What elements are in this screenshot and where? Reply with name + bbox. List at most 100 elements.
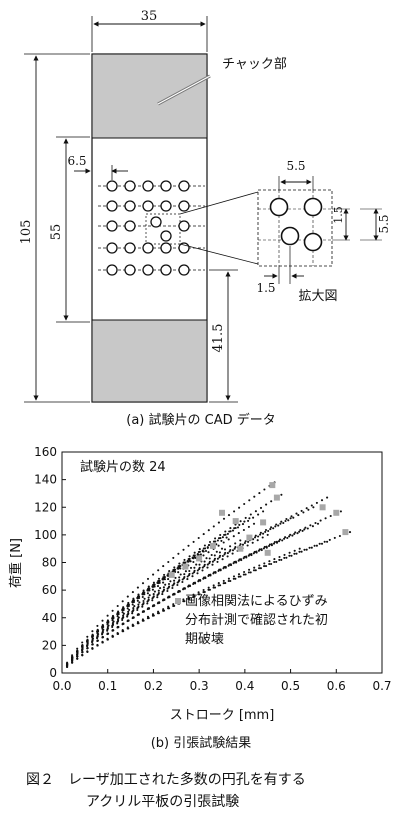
curve-point	[142, 589, 145, 592]
curve-point	[233, 510, 236, 513]
failure-marker	[342, 529, 349, 536]
curve-point	[117, 611, 120, 614]
curve-point	[229, 563, 232, 566]
curve-point	[242, 528, 245, 532]
failure-marker	[264, 549, 271, 556]
curve-point	[227, 538, 230, 541]
curve-point	[116, 626, 119, 629]
curve-point	[96, 629, 100, 632]
curve-point	[298, 547, 301, 550]
curve-point	[127, 603, 130, 606]
curve-point	[196, 572, 199, 575]
curve-point	[308, 546, 311, 549]
curve-point	[167, 560, 170, 564]
curve-point	[295, 552, 298, 555]
curve-point	[289, 533, 292, 536]
curve-point	[183, 600, 186, 603]
curve-point	[339, 510, 342, 513]
curve-point	[244, 540, 247, 543]
curve-point	[81, 653, 84, 656]
curve-point	[137, 606, 140, 609]
curve-point	[166, 589, 169, 593]
curve-point	[292, 516, 295, 519]
curve-point	[203, 544, 206, 547]
curve-point	[264, 528, 268, 532]
curve-point	[81, 646, 84, 649]
figure-caption-line2: アクリル平板の引張試験	[86, 794, 239, 810]
curve-point	[273, 560, 276, 564]
curve-point	[148, 594, 151, 597]
dim-detail-right-small: 1.5	[332, 206, 345, 224]
curve-point	[164, 583, 167, 586]
failure-marker	[333, 509, 340, 516]
curve-point	[161, 599, 165, 602]
curve-point	[270, 562, 273, 566]
curve-point	[282, 521, 285, 525]
curve-point	[182, 577, 185, 580]
curve-point	[167, 582, 171, 586]
curve-point	[263, 488, 266, 491]
curve-point	[301, 529, 304, 532]
y-tick-label: 160	[34, 445, 57, 459]
curve-point	[226, 532, 229, 535]
failure-marker	[260, 519, 267, 526]
curve-point	[234, 526, 237, 530]
curve-point	[157, 569, 160, 572]
curve-point	[278, 558, 281, 561]
curve-point	[296, 532, 299, 535]
curve-19	[66, 517, 292, 667]
curve-point	[96, 643, 99, 646]
dim-height: 105	[19, 220, 34, 245]
curve-point	[171, 593, 175, 596]
curve-point	[141, 618, 144, 621]
failure-marker	[232, 518, 239, 525]
curve-23	[65, 528, 306, 668]
curve-point	[173, 566, 176, 569]
curve-point	[182, 598, 185, 601]
curve-point	[262, 547, 265, 550]
curve-point	[253, 536, 257, 539]
curve-point	[126, 595, 129, 598]
dim-hole-region: 55	[49, 224, 64, 241]
curve-point	[212, 525, 215, 528]
curve-point	[315, 501, 318, 504]
curve-point	[156, 602, 159, 605]
curve-point	[81, 651, 84, 654]
curve-point	[172, 556, 175, 559]
failure-marker	[246, 534, 253, 541]
curve-point	[143, 597, 146, 600]
curve-point	[147, 599, 150, 602]
curve-point	[197, 553, 200, 556]
curve-point	[238, 506, 241, 509]
curve-point	[220, 539, 223, 542]
curve-point	[183, 558, 186, 561]
curve-point	[161, 593, 164, 596]
curve-point	[122, 612, 125, 615]
curve-point	[106, 627, 109, 630]
curve-point	[86, 647, 89, 650]
curve-point	[270, 526, 273, 529]
curve-point	[221, 554, 224, 558]
curve-point	[116, 631, 119, 635]
curve-point	[153, 583, 156, 586]
curve-point	[223, 553, 226, 556]
curve-point	[242, 573, 245, 576]
curve-point	[309, 524, 312, 527]
curve-point	[137, 603, 140, 606]
curve-point	[205, 557, 208, 560]
curve-point	[162, 581, 165, 584]
failure-marker	[273, 494, 280, 501]
curve-point	[229, 527, 232, 530]
curve-point	[162, 565, 165, 568]
curve-point	[284, 536, 287, 539]
curve-point	[274, 525, 277, 528]
curve-point	[229, 579, 232, 583]
curve-point	[285, 517, 288, 521]
curve-point	[277, 524, 280, 527]
curve-point	[333, 536, 336, 539]
curve-point	[107, 624, 110, 627]
curve-point	[131, 612, 134, 615]
curve-point	[280, 520, 283, 523]
y-tick-label: 140	[34, 473, 57, 487]
curve-point	[207, 551, 210, 554]
